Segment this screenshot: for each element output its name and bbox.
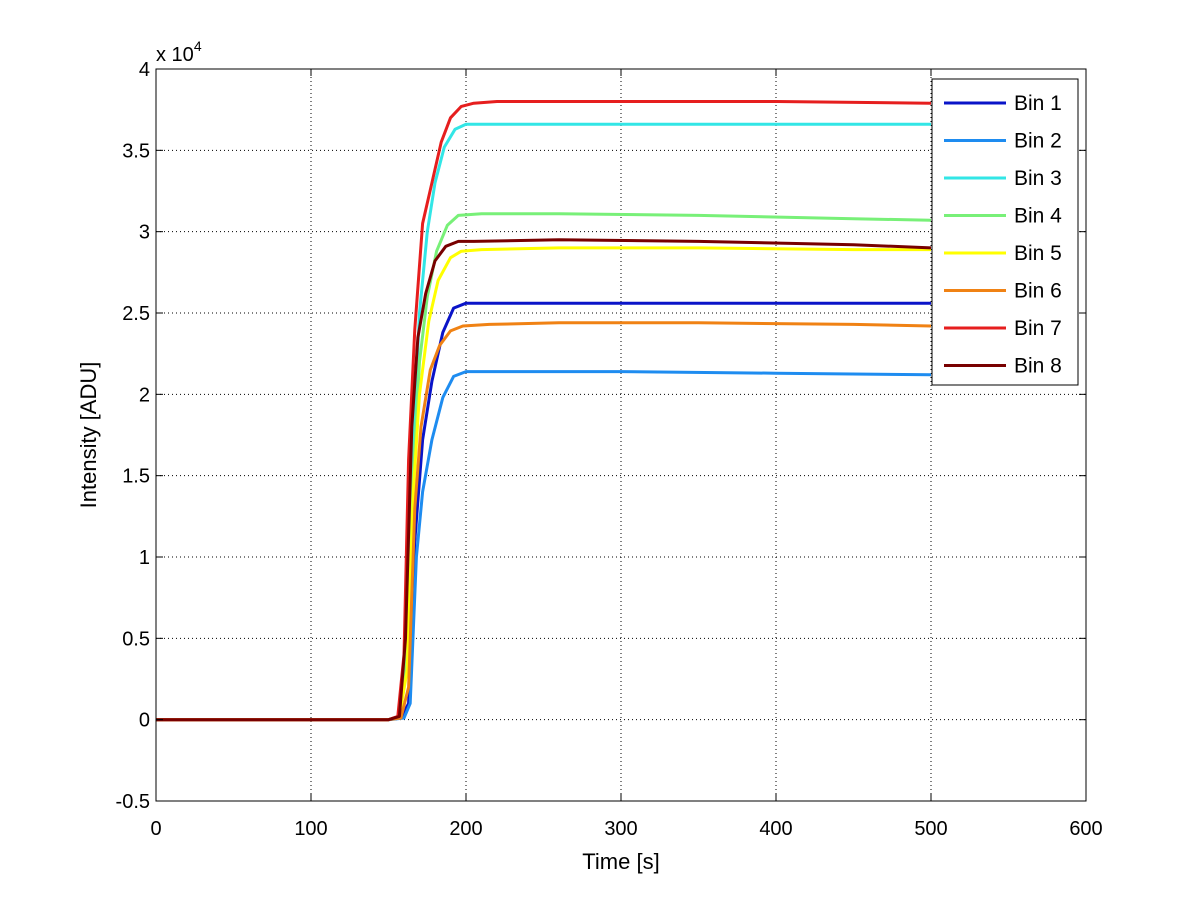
- y-tick-label: -0.5: [116, 791, 150, 813]
- y-tick-label: 0.5: [122, 628, 150, 650]
- x-tick-label: 300: [604, 818, 637, 840]
- legend-label: Bin 8: [1014, 355, 1062, 378]
- legend-label: Bin 1: [1014, 92, 1062, 115]
- y-tick-label: 2.5: [122, 303, 150, 325]
- y-tick-labels: -0.5 0 0.5 1 1.5 2 2.5 3 3.5 4: [116, 59, 150, 813]
- legend-label: Bin 4: [1014, 205, 1062, 228]
- series-line: [156, 238, 932, 722]
- x-tick-label: 200: [449, 818, 482, 840]
- x-tick-label: 400: [759, 818, 792, 840]
- x-tick-label: 0: [150, 818, 161, 840]
- legend: Bin 1 Bin 2 Bin 3 Bin 4 Bin 5 Bin 6 Bin 7 Bin 8: [931, 78, 1079, 386]
- y-tick-label: 4: [139, 59, 150, 81]
- legend-box: [931, 78, 1079, 386]
- y-tick-label: 0: [139, 710, 150, 732]
- y-tick-label: 3: [139, 222, 150, 244]
- y-tick-label: 1: [139, 547, 150, 569]
- x-tick-label: 600: [1069, 818, 1102, 840]
- legend-label: Bin 6: [1014, 280, 1062, 303]
- legend-items: Bin 1 Bin 2 Bin 3 Bin 4 Bin 5 Bin 6 Bin 7 Bin 8: [944, 92, 1062, 378]
- y-tick-label: 3.5: [122, 140, 150, 162]
- y-axis-label: Intensity [ADU]: [76, 362, 101, 509]
- y-multiplier-label: x 104: [156, 38, 202, 66]
- legend-label: Bin 5: [1014, 242, 1062, 265]
- y-multiplier-exponent: 4: [194, 38, 202, 54]
- legend-label: Bin 2: [1014, 130, 1062, 153]
- y-tick-label: 2: [139, 384, 150, 406]
- series-lines: [156, 100, 932, 722]
- x-tick-label: 500: [914, 818, 947, 840]
- x-axis-label: Time [s]: [582, 849, 659, 874]
- legend-label: Bin 7: [1014, 317, 1062, 340]
- axis-ticks: [155, 68, 1087, 802]
- x-tick-labels: 0 100 200 300 400 500 600: [150, 818, 1102, 840]
- x-tick-label: 100: [294, 818, 327, 840]
- series-line: [156, 370, 932, 722]
- legend-label: Bin 3: [1014, 167, 1062, 190]
- y-tick-label: 1.5: [122, 466, 150, 488]
- series-line: [156, 321, 932, 722]
